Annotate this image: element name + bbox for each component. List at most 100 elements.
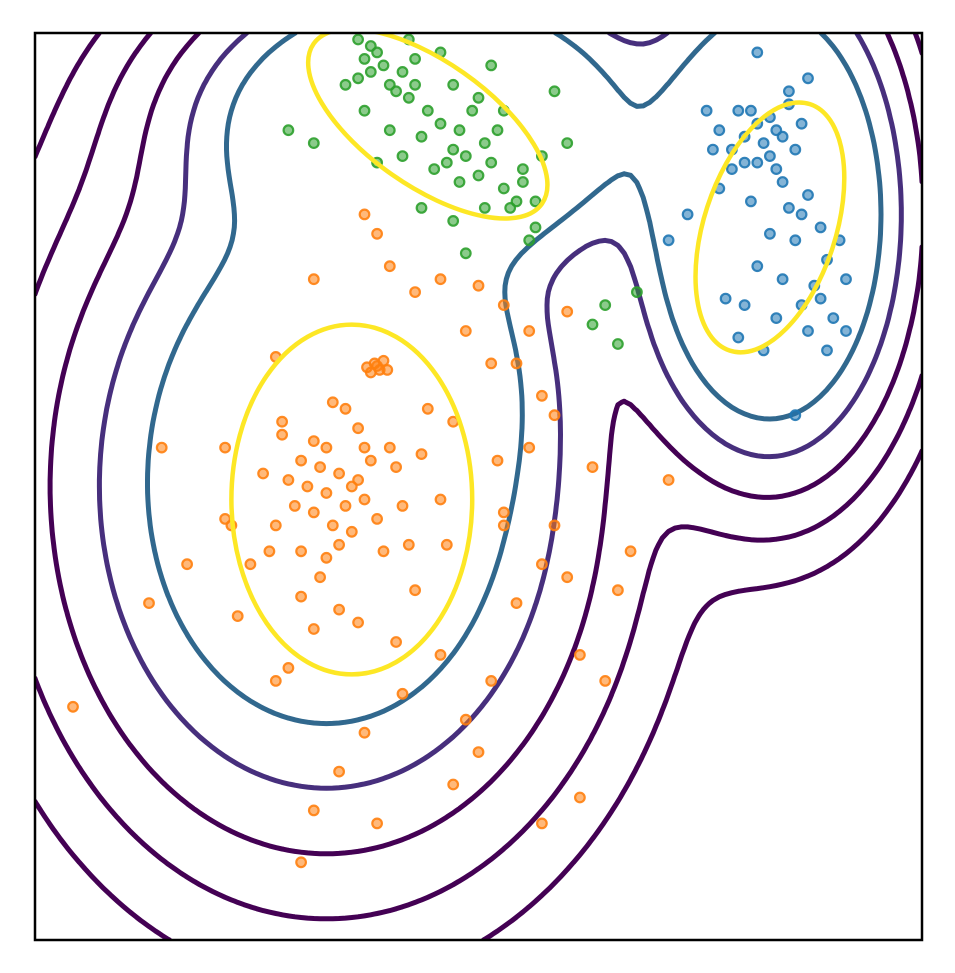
green-cluster-point bbox=[352, 72, 365, 85]
green-cluster-point bbox=[491, 124, 504, 137]
orange-cluster-point bbox=[307, 804, 320, 817]
orange-cluster-point bbox=[421, 402, 434, 415]
green-cluster-point bbox=[459, 150, 472, 163]
orange-cluster-point bbox=[381, 364, 394, 376]
orange-cluster-point bbox=[523, 325, 536, 337]
orange-cluster-point bbox=[307, 435, 320, 448]
orange-cluster-point bbox=[472, 746, 485, 758]
blue-cluster-point bbox=[802, 325, 814, 337]
orange-cluster-point bbox=[295, 545, 308, 558]
orange-cluster-point bbox=[536, 817, 548, 830]
green-cluster-point bbox=[396, 65, 409, 78]
orange-cluster-point bbox=[574, 791, 586, 804]
orange-cluster-point bbox=[276, 428, 289, 441]
orange-cluster-point bbox=[383, 260, 396, 273]
green-cluster-point bbox=[415, 201, 428, 214]
orange-cluster-point bbox=[333, 538, 346, 551]
green-cluster-point bbox=[586, 318, 599, 331]
blue-cluster-point bbox=[757, 137, 770, 150]
orange-cluster-point bbox=[371, 227, 384, 240]
blue-cluster-point bbox=[802, 189, 814, 201]
orange-cluster-point bbox=[371, 360, 384, 372]
blue-cluster-point bbox=[751, 46, 764, 59]
blue-cluster-point bbox=[789, 143, 802, 156]
blue-cluster-point bbox=[770, 163, 783, 176]
green-cluster-point bbox=[409, 53, 422, 65]
orange-cluster-point bbox=[339, 500, 352, 512]
covariance-ellipses bbox=[229, 33, 847, 677]
orange-cluster-point bbox=[352, 422, 365, 435]
orange-cluster-point bbox=[326, 396, 339, 409]
green-cluster-point bbox=[282, 124, 295, 137]
green-cluster-point bbox=[459, 247, 472, 260]
orange-cluster-point bbox=[345, 525, 358, 538]
orange-cluster-point bbox=[485, 357, 498, 370]
orange-cluster-point bbox=[434, 649, 447, 661]
blue-cluster-point bbox=[795, 208, 808, 221]
orange-cluster-point bbox=[371, 817, 384, 830]
contour-level-2 bbox=[35, 33, 922, 922]
orange-cluster-point bbox=[561, 305, 574, 318]
green-cluster-point bbox=[485, 59, 498, 72]
orange-cluster-point bbox=[510, 597, 523, 609]
orange-cluster-point bbox=[257, 467, 270, 480]
green-cluster-point bbox=[517, 163, 529, 176]
orange-cluster-point bbox=[364, 454, 377, 467]
blue-cluster-point bbox=[751, 260, 764, 273]
blue-cluster-point bbox=[738, 156, 751, 169]
orange-cluster-point bbox=[447, 778, 460, 791]
blue-cluster-point bbox=[738, 299, 751, 312]
green-cluster-point bbox=[472, 169, 485, 182]
green-cluster-point bbox=[402, 91, 415, 104]
plot-area bbox=[35, 33, 922, 940]
green-cluster-point bbox=[517, 176, 529, 188]
orange-cluster-point bbox=[282, 474, 295, 486]
blue-cluster-point bbox=[732, 331, 745, 344]
orange-cluster-point bbox=[396, 500, 409, 512]
green-cluster-point bbox=[485, 156, 498, 169]
orange-cluster-point bbox=[314, 461, 327, 474]
orange-cluster-point bbox=[155, 441, 168, 454]
orange-cluster-point bbox=[333, 603, 346, 616]
orange-cluster-point bbox=[491, 454, 504, 467]
blue-cluster-point bbox=[719, 292, 732, 305]
orange-cluster-point bbox=[536, 389, 548, 402]
blue-cluster-point bbox=[751, 156, 764, 169]
green-cluster-point bbox=[409, 78, 422, 91]
orange-cluster-point bbox=[624, 545, 637, 558]
density-contours bbox=[35, 33, 922, 940]
blue-cluster-point bbox=[783, 85, 795, 98]
orange-cluster-point bbox=[459, 713, 472, 726]
orange-cluster-point bbox=[377, 545, 390, 558]
blue-cluster-point bbox=[732, 104, 745, 117]
green-cluster-point bbox=[523, 234, 536, 247]
green-cluster-point bbox=[504, 201, 517, 214]
orange-cluster-point bbox=[67, 700, 79, 713]
green-cluster-point bbox=[396, 150, 409, 163]
orange-cluster-point bbox=[276, 415, 289, 428]
green-cluster-point bbox=[358, 104, 371, 117]
blue-cluster-point bbox=[700, 104, 713, 117]
blue-cluster-point bbox=[770, 312, 783, 325]
green-cluster-point bbox=[434, 117, 447, 130]
blue-cluster-point bbox=[726, 163, 738, 176]
green-cluster-point bbox=[472, 91, 485, 104]
orange-cluster-point bbox=[472, 279, 485, 292]
green-cluster-point bbox=[415, 130, 428, 143]
green-cluster-point bbox=[548, 85, 561, 98]
contour-level-1 bbox=[35, 33, 922, 940]
orange-cluster-point bbox=[358, 493, 371, 506]
orange-cluster-point bbox=[390, 636, 403, 648]
green-cluster-point bbox=[339, 78, 352, 91]
orange-cluster-point bbox=[307, 273, 320, 286]
orange-cluster-point bbox=[459, 325, 472, 337]
blue-cluster-point bbox=[814, 292, 827, 305]
orange-cluster-point bbox=[244, 558, 257, 571]
orange-cluster-point bbox=[320, 487, 333, 499]
orange-cluster-point bbox=[574, 649, 586, 661]
blue-cluster-point bbox=[840, 273, 852, 286]
orange-cluster-point bbox=[358, 726, 371, 739]
blue-cluster-point bbox=[789, 234, 802, 247]
orange-cluster-point bbox=[181, 558, 194, 571]
blue-cluster-point bbox=[821, 344, 833, 357]
